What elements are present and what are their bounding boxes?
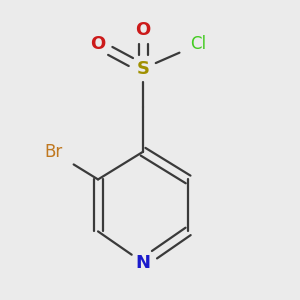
Text: N: N [136,254,151,272]
Text: O: O [90,35,106,53]
Text: Cl: Cl [190,35,207,53]
Text: S: S [136,60,150,78]
Text: Br: Br [44,143,62,161]
Text: O: O [135,22,151,40]
